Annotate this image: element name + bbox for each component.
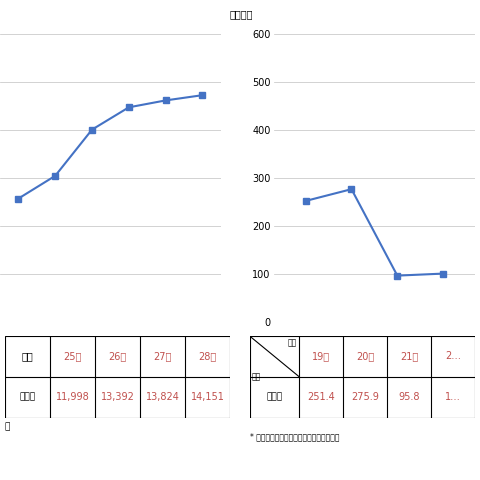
Text: 区分: 区分 (252, 372, 261, 381)
Text: 19年: 19年 (312, 351, 330, 361)
Text: 20年: 20年 (356, 351, 374, 361)
Text: 275.9: 275.9 (351, 392, 379, 402)
Text: 被害額: 被害額 (266, 393, 282, 402)
Text: 251.4: 251.4 (307, 392, 335, 402)
Text: 14,151: 14,151 (191, 392, 225, 402)
Text: 25年: 25年 (63, 351, 82, 361)
Text: 28年: 28年 (199, 351, 217, 361)
Text: 26年: 26年 (108, 351, 127, 361)
Text: 件数計: 件数計 (19, 393, 36, 402)
Text: * 振り込みの詐欲以外の特殊詐欲について: * 振り込みの詐欲以外の特殊詐欲について (250, 432, 339, 441)
Text: （億円）: （億円） (229, 9, 253, 19)
Text: 2…: 2… (445, 351, 461, 361)
Text: 27年: 27年 (154, 351, 172, 361)
Text: 21年: 21年 (400, 351, 419, 361)
Text: 年次: 年次 (22, 351, 33, 361)
Text: 13,824: 13,824 (146, 392, 180, 402)
Text: 13,392: 13,392 (101, 392, 134, 402)
Text: 計: 計 (5, 422, 10, 432)
Text: 年次: 年次 (288, 338, 297, 348)
Text: 95.8: 95.8 (398, 392, 420, 402)
Text: 1…: 1… (445, 392, 461, 402)
Text: 11,998: 11,998 (56, 392, 89, 402)
